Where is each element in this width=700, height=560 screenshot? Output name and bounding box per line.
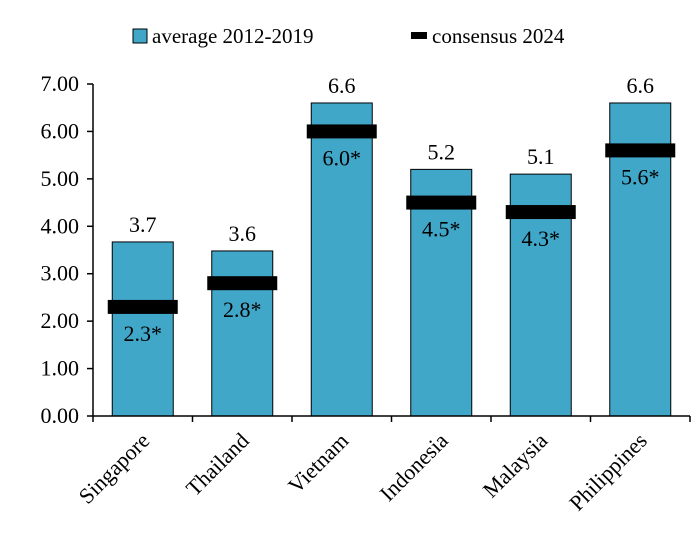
bar-value-label: 3.7	[129, 212, 157, 237]
consensus-value-label: 2.8*	[223, 297, 262, 322]
category-label-singapore: Singapore	[74, 428, 155, 509]
y-tick-label: 7.00	[41, 71, 80, 96]
legend-label-consensus: consensus 2024	[432, 24, 565, 48]
y-tick-label: 5.00	[41, 166, 80, 191]
category-label-vietnam: Vietnam	[283, 428, 353, 498]
category-label-philippines: Philippines	[564, 428, 652, 516]
marker-consensus-singapore	[107, 299, 178, 314]
y-tick-label: 4.00	[41, 213, 80, 238]
y-tick-label: 3.00	[41, 261, 80, 286]
bar-value-label: 5.1	[527, 144, 555, 169]
consensus-value-label: 2.3*	[124, 321, 163, 346]
bars: 3.7 3.6 6.6 5.2 5.1 6.6	[111, 73, 672, 417]
y-axis: 0.00 1.00 2.00 3.00 4.00 5.00 6.00 7.00	[41, 71, 94, 428]
y-tick-label: 1.00	[41, 356, 80, 381]
bar-value-label: 3.6	[229, 221, 257, 246]
y-tick-label: 0.00	[41, 403, 80, 428]
marker-consensus-thailand	[207, 276, 278, 291]
bar-average-thailand	[211, 250, 274, 417]
marker-consensus-philippines	[605, 143, 676, 158]
consensus-value-label: 5.6*	[621, 164, 660, 189]
legend-swatch-consensus	[411, 32, 427, 39]
x-axis: Singapore Thailand Vietnam Indonesia Malaysi…	[74, 415, 691, 516]
consensus-markers: 2.3* 2.8* 6.0* 4.5* 4.3* 5.6*	[107, 124, 676, 346]
consensus-value-label: 4.3*	[522, 226, 561, 251]
consensus-value-label: 4.5*	[422, 217, 461, 242]
marker-consensus-malaysia	[505, 205, 576, 220]
bar-value-label: 6.6	[627, 73, 655, 98]
category-label-indonesia: Indonesia	[375, 428, 453, 506]
legend: average 2012-2019 consensus 2024	[132, 24, 565, 48]
bar-value-label: 6.6	[328, 73, 356, 98]
bar-average-singapore	[111, 241, 174, 417]
legend-swatch-average	[132, 28, 148, 44]
consensus-value-label: 6.0*	[323, 145, 362, 170]
bar-value-label: 5.2	[428, 139, 456, 164]
marker-consensus-vietnam	[306, 124, 377, 139]
category-label-malaysia: Malaysia	[478, 428, 553, 503]
category-label-thailand: Thailand	[181, 428, 254, 501]
legend-label-average: average 2012-2019	[152, 24, 314, 48]
y-tick-label: 2.00	[41, 308, 80, 333]
marker-consensus-indonesia	[406, 195, 477, 210]
y-tick-label: 6.00	[41, 118, 80, 143]
